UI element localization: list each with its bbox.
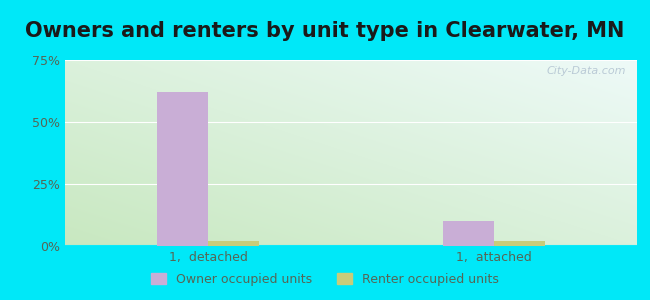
Text: Owners and renters by unit type in Clearwater, MN: Owners and renters by unit type in Clear… — [25, 21, 625, 41]
Bar — [157, 92, 208, 246]
Bar — [208, 241, 259, 246]
Bar — [494, 241, 545, 246]
Legend: Owner occupied units, Renter occupied units: Owner occupied units, Renter occupied un… — [146, 268, 504, 291]
Bar — [443, 221, 494, 246]
Text: City-Data.com: City-Data.com — [546, 66, 625, 76]
